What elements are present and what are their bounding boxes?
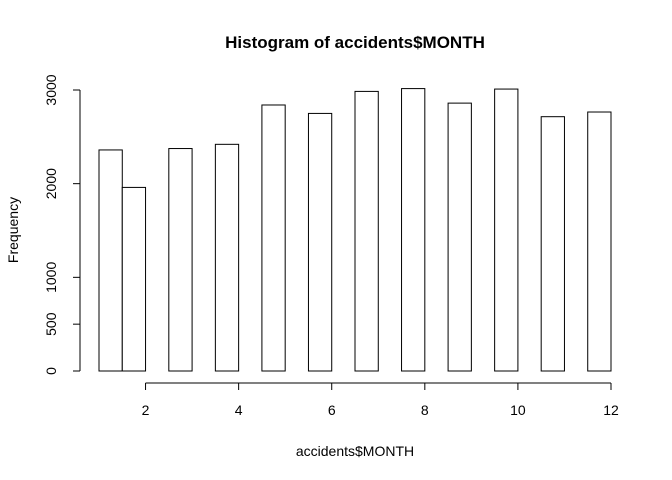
y-tick-label: 1000 bbox=[43, 262, 59, 293]
x-tick-label: 4 bbox=[235, 402, 243, 418]
y-tick-label: 2000 bbox=[43, 168, 59, 199]
y-tick-label: 500 bbox=[43, 312, 59, 336]
histogram-bar-4 bbox=[168, 148, 193, 372]
y-tick-label: 3000 bbox=[43, 74, 59, 105]
x-axis-label: accidents$MONTH bbox=[296, 443, 414, 459]
x-tick-label: 6 bbox=[328, 402, 336, 418]
x-axis: 2 4 6 8 10 12 bbox=[142, 382, 619, 418]
histogram-bar-2 bbox=[121, 186, 147, 372]
histogram-bar-1 bbox=[98, 149, 123, 372]
x-tick-label: 8 bbox=[421, 402, 429, 418]
y-axis-label: Frequency bbox=[5, 197, 21, 263]
bars-group bbox=[98, 88, 612, 372]
y-axis: 0 500 1000 2000 3000 bbox=[43, 74, 81, 375]
x-tick-label: 12 bbox=[603, 402, 619, 418]
histogram-bar-14 bbox=[401, 88, 426, 372]
x-tick-label: 10 bbox=[510, 402, 526, 418]
histogram-bar-22 bbox=[587, 111, 612, 372]
histogram-bar-16 bbox=[447, 102, 472, 372]
histogram-bar-6 bbox=[214, 143, 240, 372]
histogram-bar-8 bbox=[261, 104, 286, 372]
histogram-bar-18 bbox=[494, 88, 519, 372]
x-tick-label: 2 bbox=[142, 402, 150, 418]
histogram-bar-10 bbox=[307, 112, 333, 372]
y-tick-label: 0 bbox=[43, 367, 59, 375]
histogram-bar-20 bbox=[540, 116, 565, 372]
histogram-bar-12 bbox=[354, 90, 379, 372]
chart-title: Histogram of accidents$MONTH bbox=[225, 33, 485, 52]
